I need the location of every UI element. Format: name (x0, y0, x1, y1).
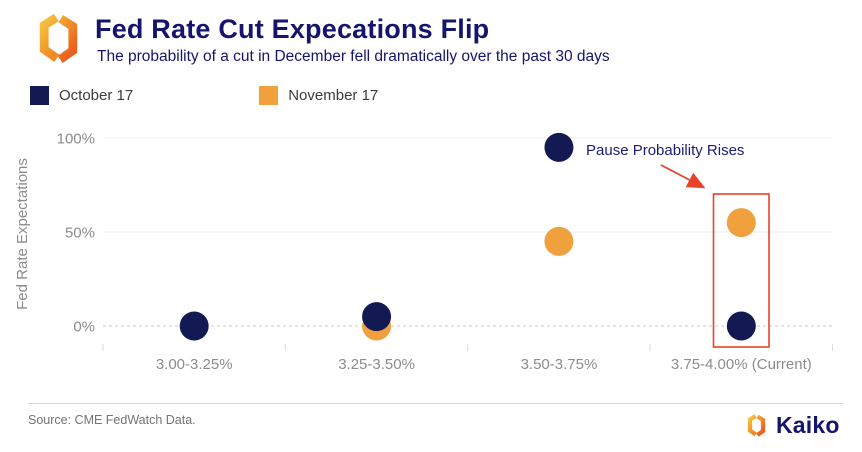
legend-label-november: November 17 (288, 87, 379, 104)
data-point-november-17 (726, 208, 756, 238)
data-point-november-17 (544, 226, 574, 256)
chart-area: 100% 50% 0% Fed Rate Expectations 3.00-3.2… (0, 118, 862, 396)
gridlines (103, 137, 833, 327)
y-axis-title: Fed Rate Expectations (14, 158, 31, 310)
source-text: Source: CME FedWatch Data. (28, 413, 196, 427)
legend-item-november: November 17 (259, 86, 378, 105)
annotation-arrow-icon (660, 164, 706, 189)
y-tick-label: 100% (57, 131, 95, 148)
legend-swatch-november (259, 86, 279, 105)
data-points (179, 132, 756, 341)
legend-label-october: October 17 (59, 87, 134, 104)
y-tick-labels: 100% 50% 0% (57, 131, 95, 336)
highlight-box (712, 193, 770, 348)
y-tick-label: 0% (73, 319, 95, 336)
legend-item-october: October 17 (30, 86, 133, 105)
chart-svg: 100% 50% 0% Fed Rate Expectations 3.00-3.2… (14, 131, 833, 373)
x-category-label: 3.75-4.00% (Current) (671, 356, 812, 373)
page-subtitle: The probability of a cut in December fel… (97, 48, 610, 65)
footer-divider (28, 403, 843, 404)
y-tick-label: 50% (65, 225, 95, 242)
x-category-label: 3.50-3.75% (521, 356, 598, 373)
kaiko-mark-icon (39, 13, 78, 64)
x-category-labels: 3.00-3.25% 3.25-3.50% 3.50-3.75% 3.75-4.00%… (156, 356, 812, 373)
data-point-october-17 (544, 132, 574, 162)
kaiko-wordmark: Kaiko (776, 412, 840, 438)
kaiko-mark-small-icon (747, 414, 766, 437)
annotation-label: Pause Probability Rises (586, 142, 744, 159)
kaiko-logo: Kaiko (744, 412, 840, 439)
x-axis-ticks (102, 344, 833, 351)
x-category-label: 3.00-3.25% (156, 356, 233, 373)
chart-legend: October 17 November 17 (30, 86, 378, 105)
x-category-label: 3.25-3.50% (338, 356, 415, 373)
page-title: Fed Rate Cut Expecations Flip (95, 14, 490, 44)
legend-swatch-october (30, 86, 49, 105)
data-point-october-17 (362, 302, 392, 332)
data-point-october-17 (726, 311, 756, 341)
data-point-october-17 (179, 311, 209, 341)
